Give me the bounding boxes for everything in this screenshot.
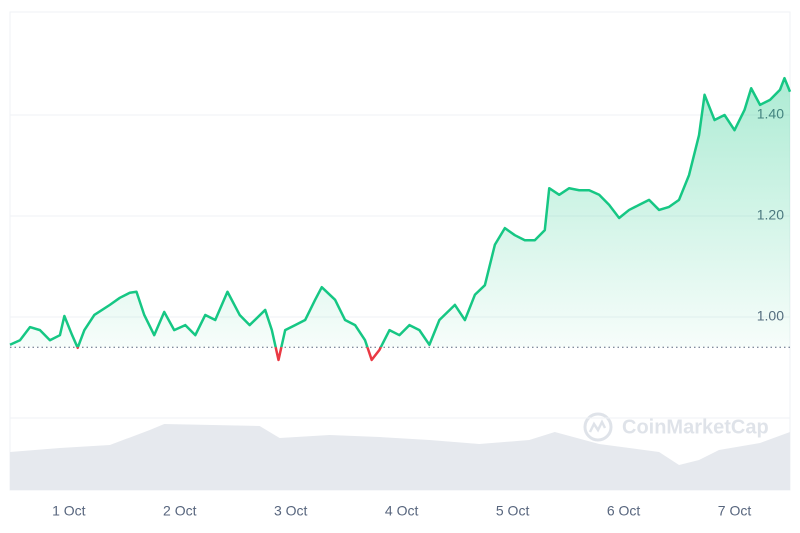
watermark-text: CoinMarketCap	[622, 416, 769, 438]
x-tick-label: 2 Oct	[163, 503, 197, 519]
volume-area	[10, 424, 790, 490]
x-tick-label: 5 Oct	[496, 503, 530, 519]
x-tick-label: 4 Oct	[385, 503, 419, 519]
price-area	[10, 78, 790, 348]
x-tick-label: 7 Oct	[718, 503, 752, 519]
x-tick-label: 1 Oct	[52, 503, 86, 519]
watermark: CoinMarketCap	[583, 412, 769, 442]
price-line	[9, 76, 792, 348]
x-tick-label: 3 Oct	[274, 503, 308, 519]
x-tick-label: 6 Oct	[607, 503, 641, 519]
